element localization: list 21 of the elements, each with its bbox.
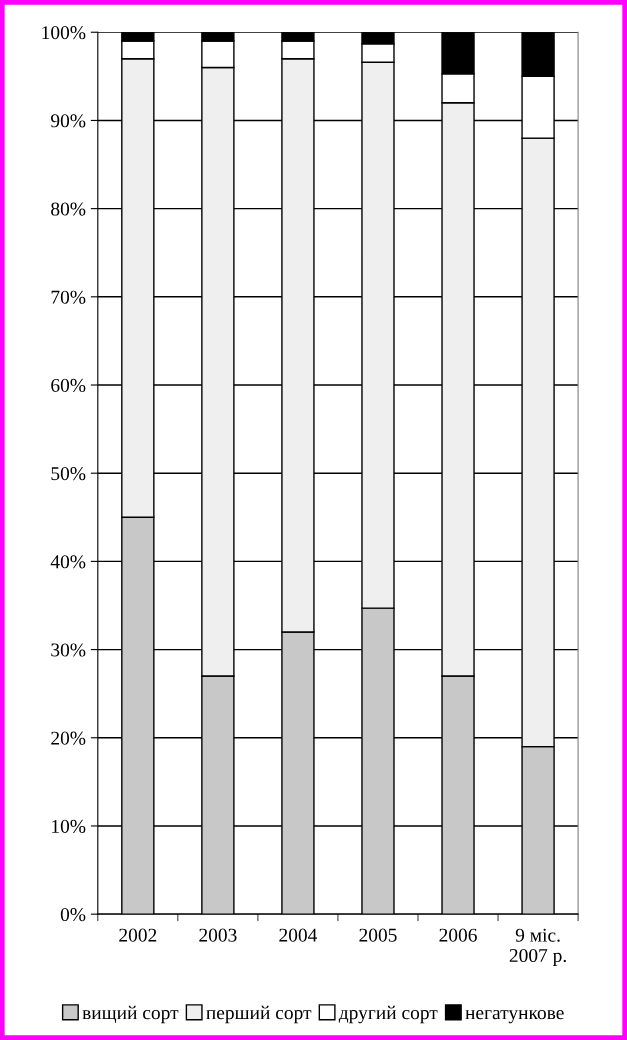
legend-label: другий сорт (338, 1005, 438, 1024)
y-tick-label: 100% (42, 26, 86, 40)
y-tick-label: 80% (51, 202, 86, 216)
legend-label: негатункове (465, 1009, 564, 1024)
y-tick-label: 20% (51, 731, 86, 745)
y-tick-label: 40% (50, 555, 86, 569)
legend-label: вищий сорт (82, 1005, 179, 1024)
y-tick-label: 30% (51, 643, 86, 657)
x-tick-label: 2004 (279, 928, 318, 942)
y-tick-label: 0% (60, 907, 86, 922)
y-tick-label: 60% (51, 378, 86, 393)
x-tick-label: 9 міс. 2007 р. (509, 928, 566, 967)
legend-label: перший сорт (206, 1005, 312, 1024)
y-tick-label: 90% (50, 114, 86, 128)
y-tick-label: 10% (52, 819, 86, 833)
x-tick-label: 2003 (199, 928, 237, 942)
y-tick-label: 50% (51, 467, 86, 481)
x-tick-label: 2006 (439, 928, 477, 942)
x-tick-label: 2002 (119, 928, 157, 942)
y-tick-label: 70% (51, 290, 86, 304)
x-tick-label: 2005 (359, 928, 397, 942)
